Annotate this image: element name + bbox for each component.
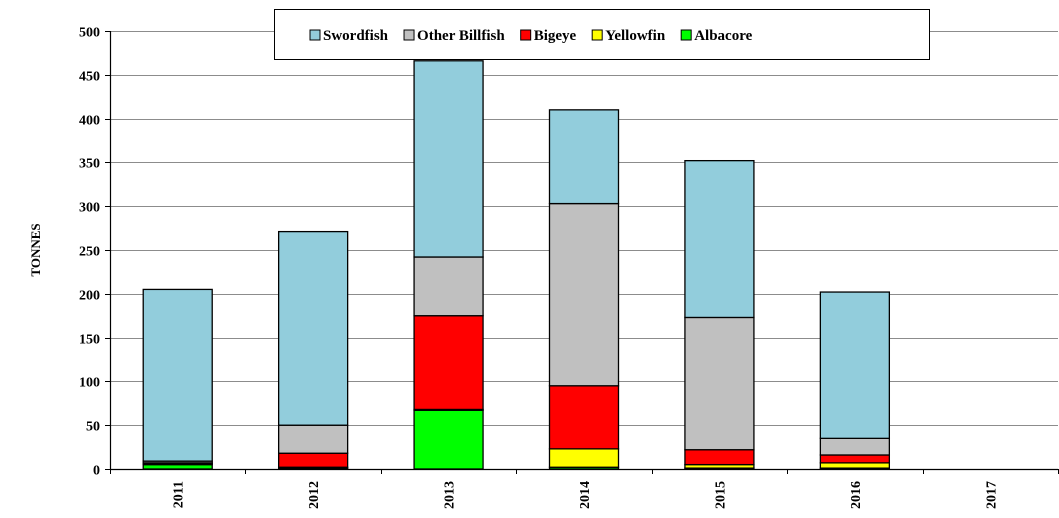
x-tick-label: 2011	[172, 481, 187, 508]
legend-swatch-swordfish	[309, 29, 321, 41]
legend-label-yellowfin: Yellowfin	[605, 28, 666, 44]
y-tick-label: 250	[79, 245, 100, 260]
legend-label-other-billfish: Other Billfish	[417, 28, 505, 44]
y-tick-label: 350	[79, 157, 100, 172]
bar-segment-albacore-2011	[142, 463, 213, 470]
bar-segment-bigeye-2015	[684, 449, 755, 466]
y-tick-label: 500	[79, 26, 100, 41]
bar-segment-swordfish-2014	[548, 109, 620, 205]
bar-segment-other-billfish-2016	[819, 437, 891, 456]
x-axis-ticks: 2011 2012 2013 2014 2015 2016 2017	[110, 469, 1059, 509]
bar-segment-other-billfish-2015	[684, 316, 755, 451]
bar-segment-bigeye-2016	[819, 454, 891, 464]
x-tick-label: 2013	[443, 481, 458, 509]
bar-segment-swordfish-2015	[684, 159, 755, 319]
legend: Swordfish Other Billfish Bigeye Yellowfin Al…	[274, 9, 930, 60]
legend-swatch-other-billfish	[403, 29, 415, 41]
legend-swatch-bigeye	[520, 29, 532, 41]
legend-label-albacore: Albacore	[694, 28, 752, 44]
x-tick-label: 2012	[307, 481, 322, 509]
bar-segment-yellowfin-2014	[548, 448, 620, 468]
y-axis-label: TONNES	[28, 223, 43, 276]
bar-segment-bigeye-2012	[277, 452, 349, 468]
y-tick-label: 50	[86, 420, 100, 435]
x-tick-label: 2017	[984, 481, 999, 509]
y-tick-label: 400	[79, 114, 100, 129]
x-tick-label: 2016	[849, 481, 864, 509]
legend-label-swordfish: Swordfish	[323, 28, 389, 44]
legend-swatch-yellowfin	[591, 29, 603, 41]
bar-segment-swordfish-2011	[142, 288, 213, 462]
y-tick-label: 100	[79, 376, 100, 391]
y-tick-label: 300	[79, 201, 100, 216]
bars	[142, 60, 891, 470]
y-axis-ticks: 0 50 100 150 200 250 300 350 400 450 500	[79, 26, 110, 479]
y-tick-label: 0	[93, 464, 100, 479]
bar-segment-bigeye-2014	[548, 385, 620, 450]
bar-segment-bigeye-2013	[413, 315, 484, 411]
y-tick-label: 200	[79, 289, 100, 304]
legend-label-bigeye: Bigeye	[534, 28, 577, 44]
x-tick-label: 2014	[578, 481, 593, 509]
bar-segment-other-billfish-2014	[548, 202, 620, 387]
bar-segment-yellowfin-2016	[819, 462, 891, 469]
x-tick-label: 2015	[713, 481, 728, 509]
bar-segment-albacore-2013	[413, 409, 484, 470]
bar-segment-swordfish-2012	[277, 230, 349, 426]
bar-segment-swordfish-2016	[819, 291, 891, 439]
bar-segment-other-billfish-2012	[277, 424, 349, 454]
y-tick-label: 150	[79, 333, 100, 348]
bar-segment-swordfish-2013	[413, 60, 484, 258]
legend-swatch-albacore	[680, 29, 692, 41]
bar-segment-other-billfish-2013	[413, 256, 484, 317]
y-tick-label: 450	[79, 70, 100, 85]
